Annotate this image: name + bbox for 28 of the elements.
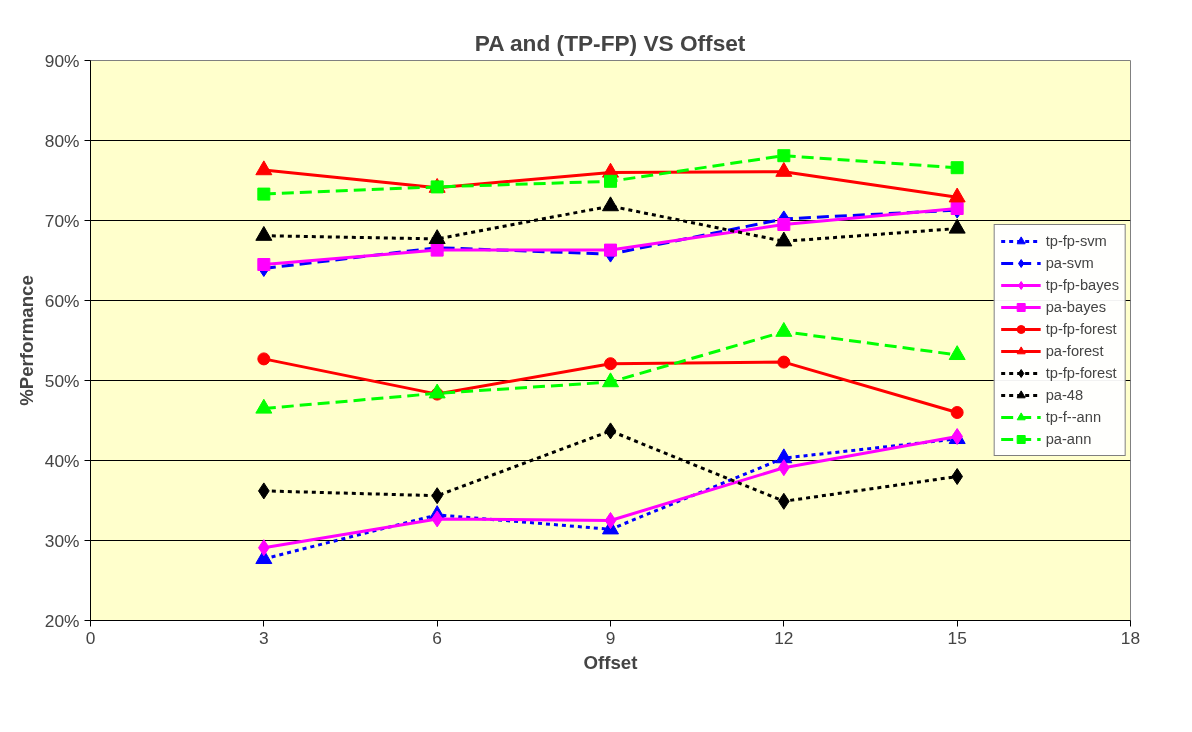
y-tick-label: 20%	[44, 610, 80, 631]
y-tick-label: 60%	[44, 290, 80, 311]
legend-label: tp-fp-bayes	[1045, 277, 1119, 293]
legend-label: pa-48	[1045, 387, 1084, 403]
x-tick-label: 0	[85, 627, 96, 648]
x-tick-label: 15	[947, 627, 967, 648]
chart-title: PA and (TP-FP) VS Offset	[474, 29, 746, 56]
x-tick-label: 12	[774, 627, 794, 648]
legend-label: pa-forest	[1045, 343, 1104, 359]
legend-label: pa-ann	[1045, 431, 1092, 447]
legend-label: tp-f--ann	[1045, 409, 1102, 425]
legend-label: tp-fp-forest	[1045, 365, 1117, 381]
y-tick-label: 50%	[44, 370, 80, 391]
y-tick-label: 90%	[44, 50, 80, 71]
legend-label: tp-fp-forest	[1045, 321, 1117, 337]
x-axis-title: Offset	[583, 651, 638, 673]
y-tick-label: 30%	[44, 530, 80, 551]
y-axis-title: %Performance	[15, 275, 37, 406]
x-tick-label: 9	[605, 627, 616, 648]
y-tick-label: 80%	[44, 130, 80, 151]
legend-label: tp-fp-svm	[1045, 233, 1107, 249]
y-tick-label: 40%	[44, 450, 80, 471]
x-tick-label: 6	[432, 627, 442, 648]
legend-label: pa-svm	[1045, 255, 1094, 271]
x-tick-label: 18	[1120, 627, 1141, 648]
x-tick-label: 3	[259, 627, 269, 648]
legend-label: pa-bayes	[1045, 299, 1106, 315]
y-tick-label: 70%	[44, 210, 80, 231]
